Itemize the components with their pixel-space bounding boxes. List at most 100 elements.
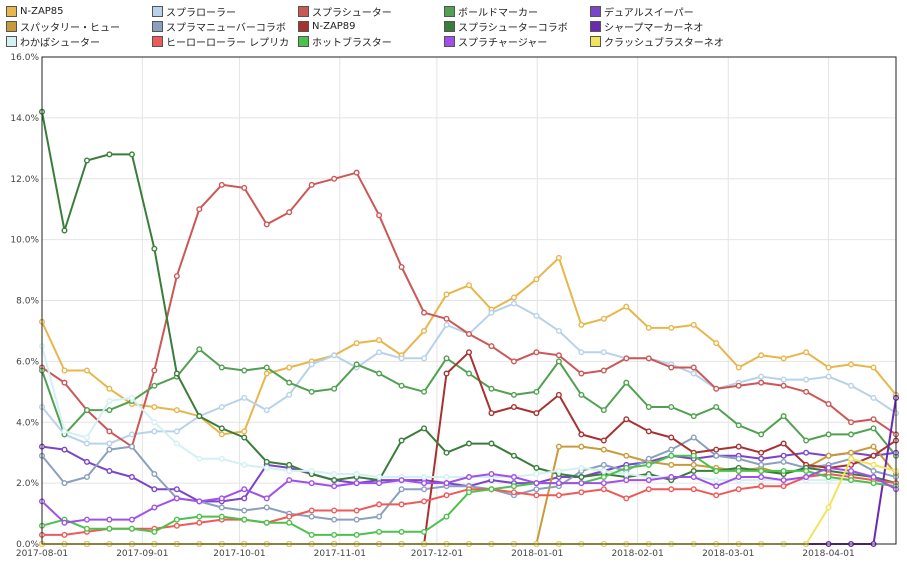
data-point[interactable]: [533, 464, 540, 471]
data-point[interactable]: [173, 516, 180, 523]
data-point[interactable]: [623, 355, 630, 362]
data-point[interactable]: [578, 474, 585, 481]
data-point[interactable]: [466, 489, 473, 496]
data-point[interactable]: [510, 358, 517, 365]
data-point[interactable]: [376, 337, 383, 344]
data-point[interactable]: [286, 391, 293, 398]
data-point[interactable]: [353, 169, 360, 176]
data-point[interactable]: [668, 404, 675, 411]
data-point[interactable]: [173, 407, 180, 414]
data-point[interactable]: [263, 364, 270, 371]
data-point[interactable]: [151, 245, 158, 252]
data-point[interactable]: [578, 391, 585, 398]
data-point[interactable]: [353, 480, 360, 487]
data-point[interactable]: [713, 477, 720, 484]
data-point[interactable]: [398, 437, 405, 444]
data-point[interactable]: [623, 470, 630, 477]
data-point[interactable]: [870, 467, 877, 474]
data-point[interactable]: [218, 513, 225, 520]
data-point[interactable]: [173, 522, 180, 529]
data-point[interactable]: [196, 513, 203, 520]
data-point[interactable]: [308, 507, 315, 514]
data-point[interactable]: [173, 370, 180, 377]
data-point[interactable]: [758, 483, 765, 490]
data-point[interactable]: [713, 446, 720, 453]
data-point[interactable]: [61, 519, 68, 526]
data-point[interactable]: [623, 379, 630, 386]
data-point[interactable]: [308, 513, 315, 520]
data-point[interactable]: [600, 474, 607, 481]
data-point[interactable]: [353, 340, 360, 347]
data-point[interactable]: [151, 486, 158, 493]
data-point[interactable]: [555, 467, 562, 474]
data-point[interactable]: [331, 531, 338, 538]
data-point[interactable]: [645, 477, 652, 484]
data-point[interactable]: [376, 480, 383, 487]
data-point[interactable]: [848, 449, 855, 456]
data-point[interactable]: [510, 452, 517, 459]
data-point[interactable]: [308, 480, 315, 487]
data-point[interactable]: [308, 181, 315, 188]
data-point[interactable]: [600, 486, 607, 493]
data-point[interactable]: [555, 492, 562, 499]
data-point[interactable]: [466, 330, 473, 337]
data-point[interactable]: [690, 474, 697, 481]
data-point[interactable]: [780, 440, 787, 447]
data-point[interactable]: [870, 443, 877, 450]
legend-item[interactable]: スプラチャージャー: [444, 34, 547, 49]
data-point[interactable]: [510, 294, 517, 301]
data-point[interactable]: [241, 434, 248, 441]
data-point[interactable]: [668, 474, 675, 481]
data-point[interactable]: [555, 391, 562, 398]
data-point[interactable]: [600, 461, 607, 468]
data-point[interactable]: [83, 434, 90, 441]
data-point[interactable]: [713, 467, 720, 474]
legend-item[interactable]: N-ZAP85: [6, 4, 64, 18]
data-point[interactable]: [443, 480, 450, 487]
data-point[interactable]: [600, 480, 607, 487]
data-point[interactable]: [421, 425, 428, 432]
data-point[interactable]: [803, 376, 810, 383]
data-point[interactable]: [286, 209, 293, 216]
data-point[interactable]: [151, 470, 158, 477]
data-point[interactable]: [533, 410, 540, 417]
data-point[interactable]: [848, 467, 855, 474]
data-point[interactable]: [578, 321, 585, 328]
data-point[interactable]: [308, 361, 315, 368]
data-point[interactable]: [286, 513, 293, 520]
data-point[interactable]: [533, 486, 540, 493]
data-point[interactable]: [735, 467, 742, 474]
data-point[interactable]: [488, 343, 495, 350]
data-point[interactable]: [398, 382, 405, 389]
data-point[interactable]: [690, 413, 697, 420]
data-point[interactable]: [466, 370, 473, 377]
data-point[interactable]: [151, 419, 158, 426]
data-point[interactable]: [825, 504, 832, 511]
data-point[interactable]: [510, 474, 517, 481]
data-point[interactable]: [218, 495, 225, 502]
legend-item[interactable]: ボールドマーカー: [444, 4, 538, 19]
data-point[interactable]: [61, 480, 68, 487]
data-point[interactable]: [421, 327, 428, 334]
data-point[interactable]: [398, 355, 405, 362]
data-point[interactable]: [61, 227, 68, 234]
data-point[interactable]: [803, 467, 810, 474]
data-point[interactable]: [510, 489, 517, 496]
data-point[interactable]: [376, 212, 383, 219]
data-point[interactable]: [128, 474, 135, 481]
data-point[interactable]: [825, 364, 832, 371]
data-point[interactable]: [421, 486, 428, 493]
data-point[interactable]: [668, 486, 675, 493]
data-point[interactable]: [668, 452, 675, 459]
data-point[interactable]: [848, 455, 855, 462]
data-point[interactable]: [488, 470, 495, 477]
data-point[interactable]: [758, 474, 765, 481]
data-point[interactable]: [376, 370, 383, 377]
data-point[interactable]: [600, 407, 607, 414]
legend-item[interactable]: スプラローラー: [152, 4, 236, 19]
data-point[interactable]: [241, 394, 248, 401]
data-point[interactable]: [376, 528, 383, 535]
data-point[interactable]: [735, 364, 742, 371]
data-point[interactable]: [488, 486, 495, 493]
data-point[interactable]: [421, 528, 428, 535]
